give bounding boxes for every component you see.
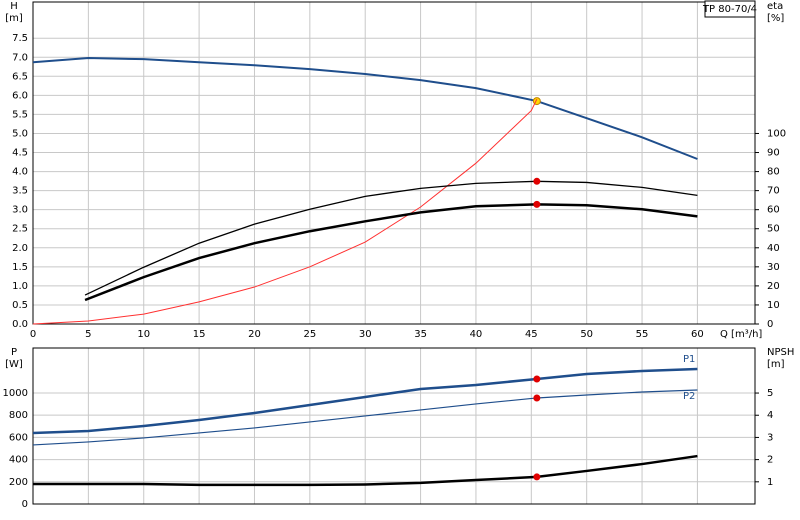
series-line	[84, 180, 698, 296]
y2-tick-label: 100	[767, 128, 786, 139]
x-tick-label: 40	[470, 329, 483, 340]
x-tick-label: 35	[414, 329, 427, 340]
y-tick-label: 4.0	[12, 167, 28, 178]
series-line	[84, 203, 698, 302]
y-tick-label: 7.0	[12, 52, 28, 63]
x-tick-label: 25	[303, 329, 316, 340]
duty-point	[533, 177, 541, 185]
y-tick-label: 200	[9, 477, 28, 488]
y2-tick-label: 5	[767, 388, 773, 399]
y-axis-unit: [m]	[5, 13, 23, 24]
y-tick-label: 5.0	[12, 128, 28, 139]
y-tick-label: 7.5	[12, 33, 28, 44]
y-tick-label: 800	[9, 410, 28, 421]
y-tick-label: 400	[9, 455, 28, 466]
series-line	[32, 367, 698, 435]
series-line	[33, 454, 698, 487]
y-tick-label: 1.0	[12, 281, 28, 292]
y2-tick-label: 1	[767, 477, 773, 488]
series-line	[32, 57, 698, 160]
plot-background	[33, 2, 755, 324]
y2-tick-label: 50	[767, 224, 780, 235]
y-tick-label: 2.0	[12, 243, 28, 254]
y-tick-label: 600	[9, 432, 28, 443]
y-tick-label: 0	[22, 499, 28, 510]
y-tick-label: 1000	[3, 388, 28, 399]
duty-point	[533, 200, 541, 208]
y2-tick-label: 20	[767, 281, 780, 292]
x-tick-label: 45	[525, 329, 538, 340]
plot-frame	[32, 347, 756, 505]
y-tick-label: 0.0	[12, 319, 28, 330]
y-tick-label: 3.0	[12, 205, 28, 216]
y2-tick-label: 10	[767, 300, 780, 311]
y2-tick-label: 80	[767, 167, 780, 178]
model-label: TP 80-70/4	[702, 4, 757, 15]
y-tick-label: 6.5	[12, 71, 28, 82]
model-box	[704, 0, 756, 18]
legend-label: P2	[683, 391, 695, 402]
y2-tick-label: 2	[767, 455, 773, 466]
legend-label: P1	[683, 354, 695, 365]
y2-tick-label: 90	[767, 148, 780, 159]
x-tick-label: 15	[193, 329, 206, 340]
x-tick-label: 30	[359, 329, 372, 340]
y2-tick-label: 60	[767, 205, 780, 216]
y2-tick-label: 4	[767, 410, 773, 421]
y-tick-label: 2.5	[12, 224, 28, 235]
y2-axis-title: eta	[767, 1, 783, 12]
x-tick-label: 60	[691, 329, 704, 340]
y2-tick-label: 30	[767, 262, 780, 273]
y-tick-label: 0.5	[12, 300, 28, 311]
y-axis-title: P	[11, 347, 17, 358]
x-tick-label: 50	[580, 329, 593, 340]
x-tick-label: 10	[137, 329, 150, 340]
y2-axis-unit: [m]	[767, 359, 785, 370]
y-tick-label: 4.5	[12, 148, 28, 159]
y2-axis-title: NPSH	[767, 347, 794, 358]
duty-point	[533, 394, 541, 402]
duty-point	[533, 473, 541, 481]
y2-tick-label: 70	[767, 186, 780, 197]
x-tick-label: 20	[248, 329, 261, 340]
y2-axis-unit: [%]	[767, 13, 784, 24]
y2-tick-label: 3	[767, 432, 773, 443]
y2-tick-label: 0	[767, 319, 773, 330]
y-tick-label: 1.5	[12, 262, 28, 273]
y-axis-title: H	[10, 1, 18, 12]
y-tick-label: 3.5	[12, 186, 28, 197]
series-line	[32, 389, 698, 446]
y-tick-label: 5.5	[12, 109, 28, 120]
x-tick-label: 5	[85, 329, 91, 340]
y-axis-unit: [W]	[5, 359, 23, 370]
duty-point	[533, 375, 541, 383]
plot-frame	[32, 1, 756, 325]
y-tick-label: 6.0	[12, 90, 28, 101]
x-tick-label: 0	[30, 329, 36, 340]
series-line	[32, 98, 538, 325]
x-tick-label: 55	[636, 329, 649, 340]
x-axis-title: Q [m³/h]	[720, 329, 762, 340]
plots: 0 5 10 15 20 25 30 35 40 45 50 55 600.00.51.01.52.02…	[3, 1, 795, 510]
y2-tick-label: 40	[767, 243, 780, 254]
